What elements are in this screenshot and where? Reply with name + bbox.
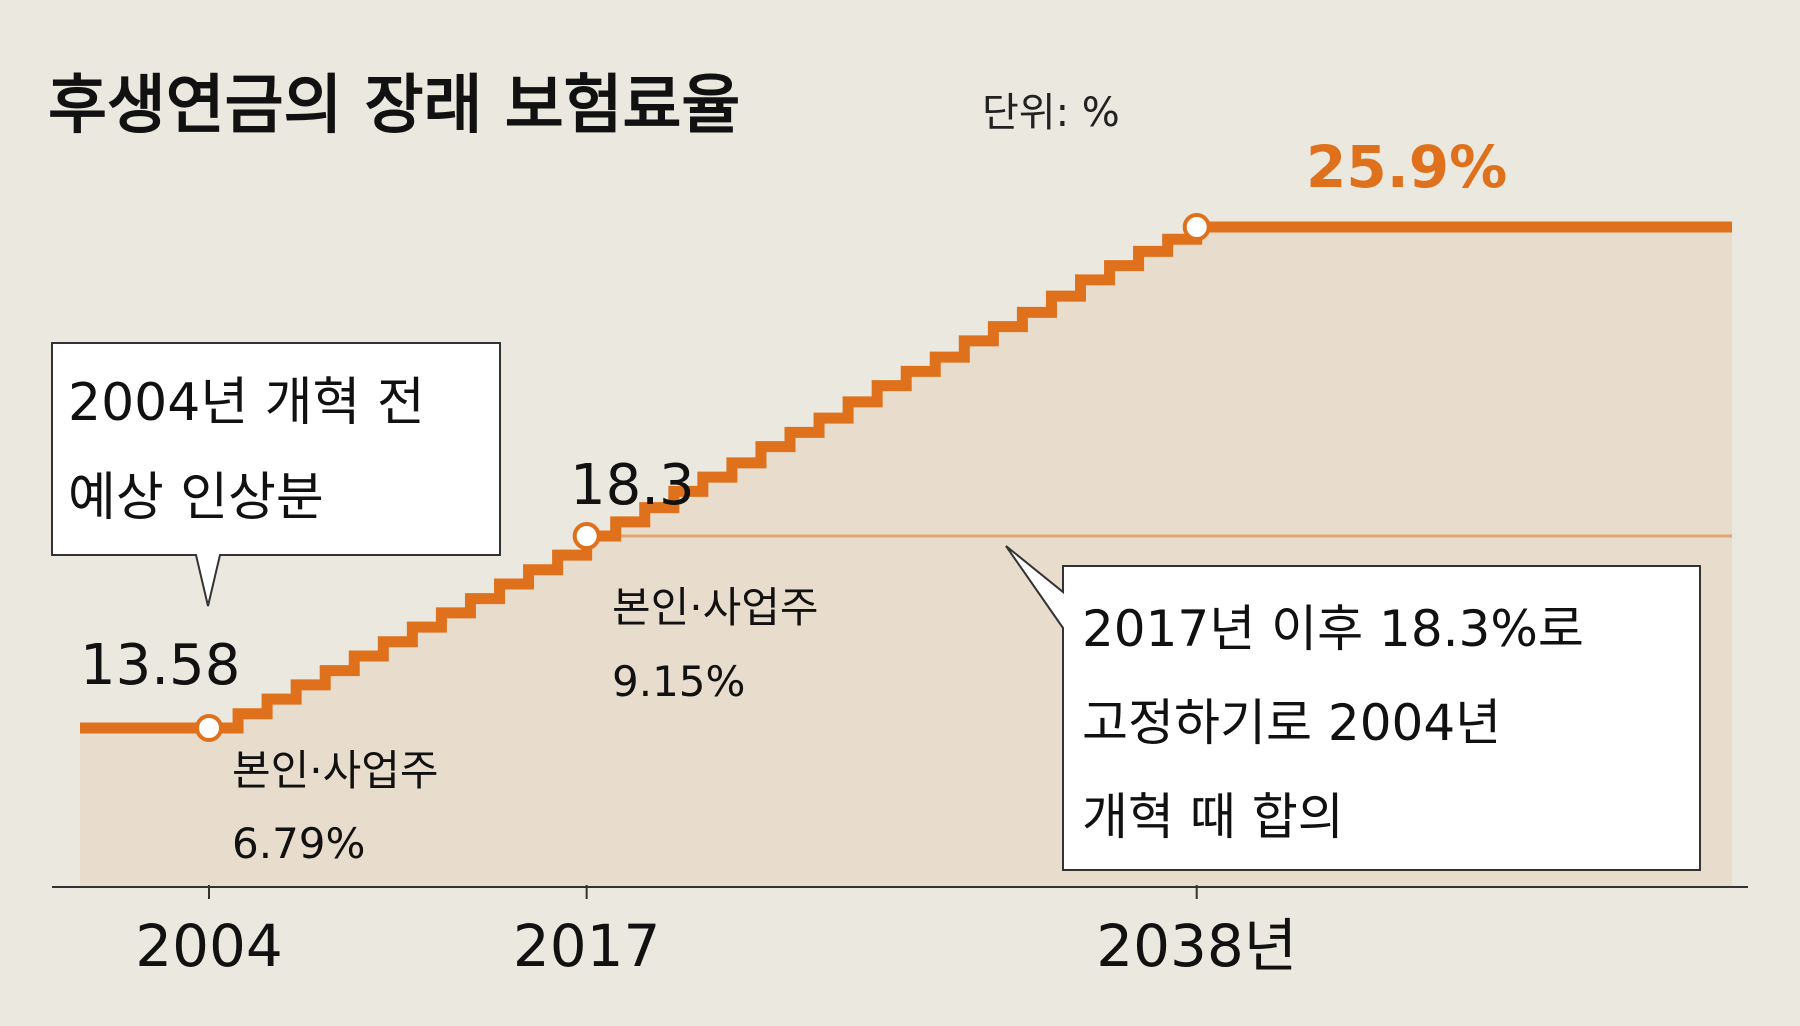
note-2004-line1: 본인·사업주: [232, 746, 439, 795]
note-2017-line1: 본인·사업주: [612, 583, 819, 632]
x-tick-label: 2038년: [1096, 912, 1297, 980]
marker-2004: [195, 714, 223, 742]
note-2017-line2: 9.15%: [612, 657, 745, 706]
callout-left: 2004년 개혁 전 예상 인상분: [51, 342, 501, 607]
x-tick-label: 2004: [135, 912, 283, 980]
callout-left-line1: 2004년 개혁 전: [68, 373, 425, 433]
callout-right: 2017년 이후 18.3%로 고정하기로 2004년 개혁 때 합의: [1005, 545, 1701, 871]
value-label-2017: 18.3: [570, 453, 695, 518]
rate-step-line: [80, 221, 1732, 734]
callout-right-line2: 고정하기로 2004년: [1082, 694, 1501, 752]
value-label-2038: 25.9%: [1306, 133, 1507, 201]
value-label-2004: 13.58: [80, 633, 240, 698]
x-ticks: 2004 2017 2038년: [135, 885, 1297, 980]
unit-label: 단위: %: [982, 90, 1120, 136]
x-tick-label: 2017: [513, 912, 661, 980]
callout-left-line2: 예상 인상분: [68, 468, 324, 528]
callout-right-line3: 개혁 때 합의: [1082, 788, 1344, 846]
marker-2038: [1182, 213, 1211, 241]
chart-title: 후생연금의 장래 보험료율: [48, 69, 740, 143]
marker-2017: [572, 522, 601, 551]
callout-right-line1: 2017년 이후 18.3%로: [1082, 600, 1584, 658]
note-2004-line2: 6.79%: [232, 819, 365, 868]
